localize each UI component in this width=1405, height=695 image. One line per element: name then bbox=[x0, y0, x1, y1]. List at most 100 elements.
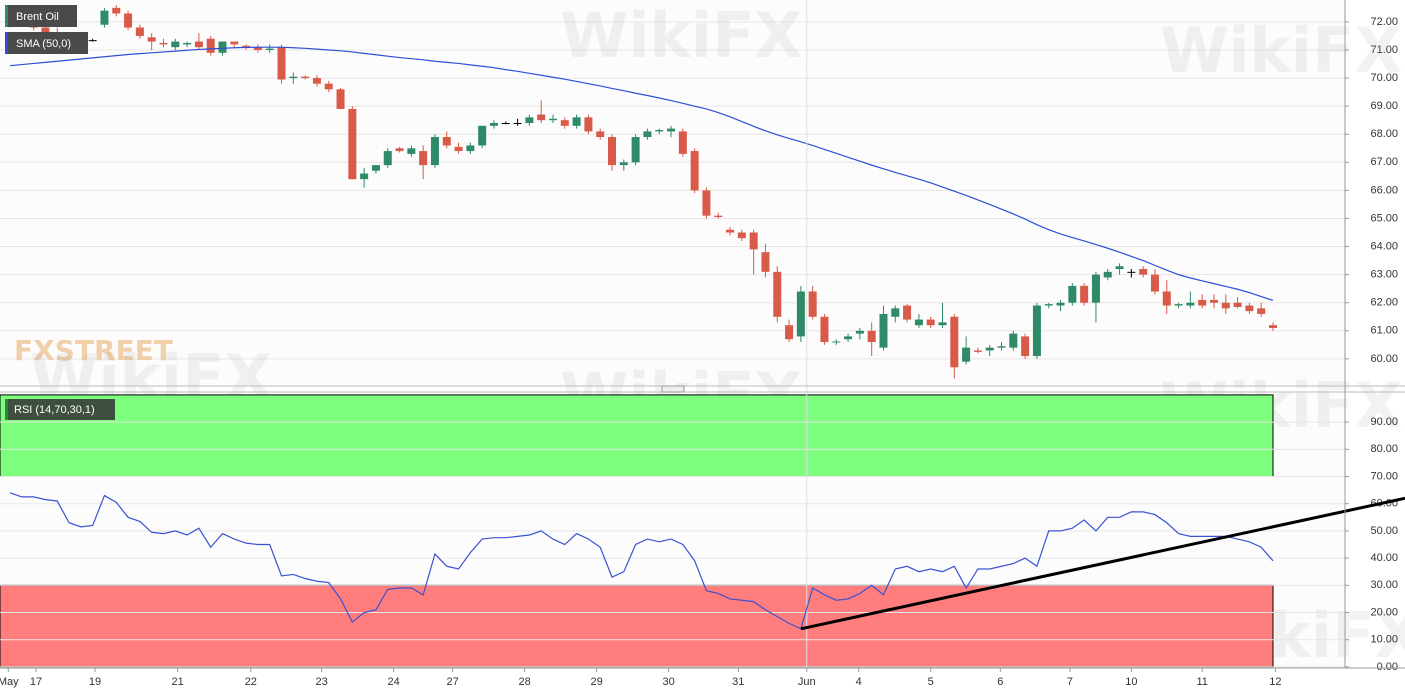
x-tick-label: 28 bbox=[519, 676, 531, 688]
y-tick-label: 68.00 bbox=[1370, 128, 1398, 140]
candle-body bbox=[395, 148, 404, 152]
candle-body bbox=[773, 271, 782, 317]
x-tick-label: 11 bbox=[1196, 676, 1207, 688]
candle-body bbox=[832, 341, 841, 343]
candle-body bbox=[171, 41, 180, 48]
candle-body bbox=[1174, 304, 1183, 306]
candle-body bbox=[1198, 299, 1207, 306]
candle-body bbox=[159, 42, 168, 45]
candle-body bbox=[655, 130, 664, 132]
candle-body bbox=[596, 131, 605, 138]
candle-body bbox=[312, 78, 321, 84]
candle-body bbox=[619, 162, 628, 166]
y-tick-label: 50.00 bbox=[1370, 525, 1398, 537]
y-tick-label: 66.00 bbox=[1370, 184, 1398, 196]
candle-body bbox=[761, 252, 770, 272]
y-tick-label: 60.00 bbox=[1370, 353, 1398, 365]
candle-body bbox=[454, 146, 463, 152]
candle-body bbox=[973, 350, 982, 352]
zone bbox=[0, 584, 1274, 668]
candle-body bbox=[1268, 325, 1277, 328]
legend-label: Brent Oil bbox=[16, 11, 59, 23]
y-tick-label: 72.00 bbox=[1370, 16, 1398, 28]
x-tick-label: 4 bbox=[856, 676, 862, 688]
watermark: WikiFX bbox=[560, 0, 802, 72]
legend-box bbox=[5, 5, 77, 27]
y-tick-label: 70.00 bbox=[1370, 470, 1398, 482]
candle-body bbox=[430, 137, 439, 166]
x-tick-label: 27 bbox=[447, 676, 459, 688]
y-tick-label: 90.00 bbox=[1370, 416, 1398, 428]
y-tick-label: 63.00 bbox=[1370, 269, 1398, 281]
candle-body bbox=[301, 76, 310, 79]
candle-body bbox=[41, 27, 50, 34]
resize-handle[interactable] bbox=[661, 385, 685, 393]
x-tick-label: 7 bbox=[1067, 676, 1073, 688]
x-tick-label: 30 bbox=[663, 676, 675, 688]
candle-body bbox=[1139, 269, 1148, 275]
candle-body bbox=[714, 215, 723, 218]
candle-body bbox=[1068, 285, 1077, 303]
candle-body bbox=[608, 137, 617, 166]
x-tick-label: 21 bbox=[172, 676, 184, 688]
legend-stripe bbox=[5, 32, 8, 54]
candle-body bbox=[135, 27, 144, 36]
candle-body bbox=[867, 330, 876, 343]
y-tick-label: 65.00 bbox=[1370, 212, 1398, 224]
trend-line bbox=[800, 496, 1405, 631]
candle-body bbox=[478, 125, 487, 146]
candle-body bbox=[360, 173, 369, 180]
candle-body bbox=[1021, 336, 1030, 357]
zone bbox=[0, 394, 1274, 478]
y-tick-label: 67.00 bbox=[1370, 156, 1398, 168]
candle-body bbox=[407, 148, 416, 154]
candle-body bbox=[950, 316, 959, 368]
legend-label: SMA (50,0) bbox=[16, 38, 71, 50]
candle-body bbox=[785, 325, 794, 340]
legend-box bbox=[5, 32, 88, 54]
series-line bbox=[9, 46, 1274, 302]
y-tick-label: 61.00 bbox=[1370, 325, 1398, 337]
x-tick-label: 22 bbox=[245, 676, 257, 688]
y-tick-label: 80.00 bbox=[1370, 443, 1398, 455]
candle-body bbox=[1233, 302, 1242, 307]
candle-body bbox=[914, 319, 923, 326]
candle-body bbox=[1009, 333, 1018, 348]
y-tick-label: 64.00 bbox=[1370, 240, 1398, 252]
candle-body bbox=[230, 41, 239, 45]
candle-body bbox=[1209, 299, 1218, 303]
candle-body bbox=[1080, 285, 1089, 303]
candle-body bbox=[1091, 274, 1100, 303]
candle-body bbox=[844, 336, 853, 340]
candle-body bbox=[324, 83, 333, 90]
candle-body bbox=[242, 45, 251, 48]
candle-body bbox=[1257, 308, 1266, 314]
candle-body bbox=[1186, 302, 1195, 306]
candle-body bbox=[737, 232, 746, 239]
candle-body bbox=[808, 291, 817, 317]
candle-body bbox=[501, 122, 510, 124]
series-line bbox=[9, 492, 1274, 630]
legend-stripe bbox=[5, 399, 8, 420]
candle-body bbox=[88, 40, 97, 42]
x-tick-label: 29 bbox=[591, 676, 603, 688]
candle-body bbox=[289, 76, 298, 79]
x-tick-label: Jun bbox=[798, 676, 816, 688]
candle-body bbox=[631, 137, 640, 163]
candle-body bbox=[1150, 274, 1159, 292]
candle-body bbox=[194, 41, 203, 48]
candle-body bbox=[938, 322, 947, 326]
candle-body bbox=[678, 131, 687, 154]
candle-body bbox=[667, 128, 676, 132]
x-tick-label: 6 bbox=[997, 676, 1003, 688]
candle-body bbox=[383, 151, 392, 166]
candle-body bbox=[525, 117, 534, 123]
legend-stripe bbox=[5, 5, 8, 27]
legend-box bbox=[5, 399, 115, 420]
x-tick-label: May bbox=[0, 676, 19, 688]
candle-body bbox=[796, 291, 805, 337]
y-tick-label: 40.00 bbox=[1370, 552, 1398, 564]
candle-body bbox=[147, 37, 156, 42]
candle-body bbox=[548, 118, 557, 121]
